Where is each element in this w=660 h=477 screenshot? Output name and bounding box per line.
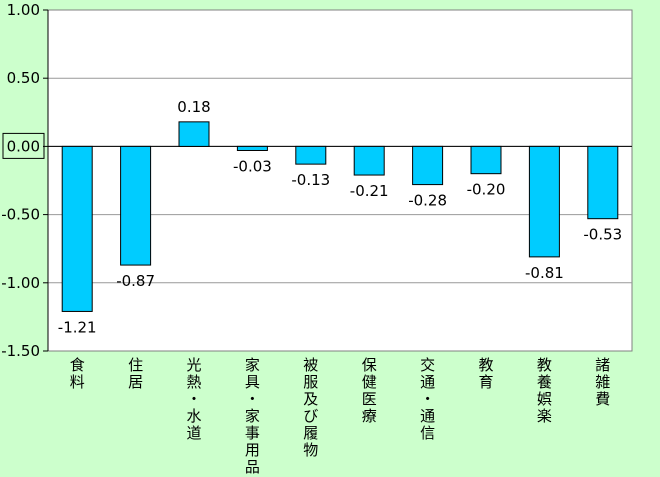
y-tick-label: -1.50 xyxy=(1,342,40,360)
y-tick-label: -1.00 xyxy=(1,274,40,292)
bar xyxy=(120,145,152,266)
data-label: -0.81 xyxy=(525,264,564,282)
data-label: -0.13 xyxy=(291,171,330,189)
category-label: 被服及び履物 xyxy=(303,356,318,459)
data-label: -1.21 xyxy=(58,318,97,336)
y-tick-label: 1.00 xyxy=(7,1,40,19)
zero-label-box xyxy=(2,132,45,159)
bar xyxy=(295,145,327,165)
data-label: -0.28 xyxy=(408,192,447,210)
y-tick-label: -0.50 xyxy=(1,206,40,224)
y-tick-label: 0.00 xyxy=(7,137,40,155)
category-label: 保健医療 xyxy=(362,356,377,425)
category-label: 諸雑費 xyxy=(595,356,610,408)
data-label: -0.53 xyxy=(583,226,622,244)
bar xyxy=(470,145,502,175)
category-label: 食料 xyxy=(70,356,85,391)
category-label: 住居 xyxy=(128,356,143,391)
category-label: 教育 xyxy=(478,356,493,391)
bar xyxy=(61,145,93,312)
category-label: 家具・家事用品 xyxy=(245,356,260,476)
bar xyxy=(353,145,385,176)
bar xyxy=(178,121,210,147)
data-label: 0.18 xyxy=(177,98,210,116)
data-label: -0.20 xyxy=(467,181,506,199)
data-label: -0.21 xyxy=(350,182,389,200)
bar xyxy=(412,145,444,186)
bar xyxy=(587,145,619,220)
data-label: -0.03 xyxy=(233,157,272,175)
data-label: -0.87 xyxy=(116,272,155,290)
category-label: 教養娯楽 xyxy=(537,356,552,425)
category-label: 交通・通信 xyxy=(420,356,435,442)
bar xyxy=(236,145,268,151)
bar xyxy=(528,145,560,258)
y-tick-label: 0.50 xyxy=(7,69,40,87)
category-label: 光熱・水道 xyxy=(186,356,201,442)
